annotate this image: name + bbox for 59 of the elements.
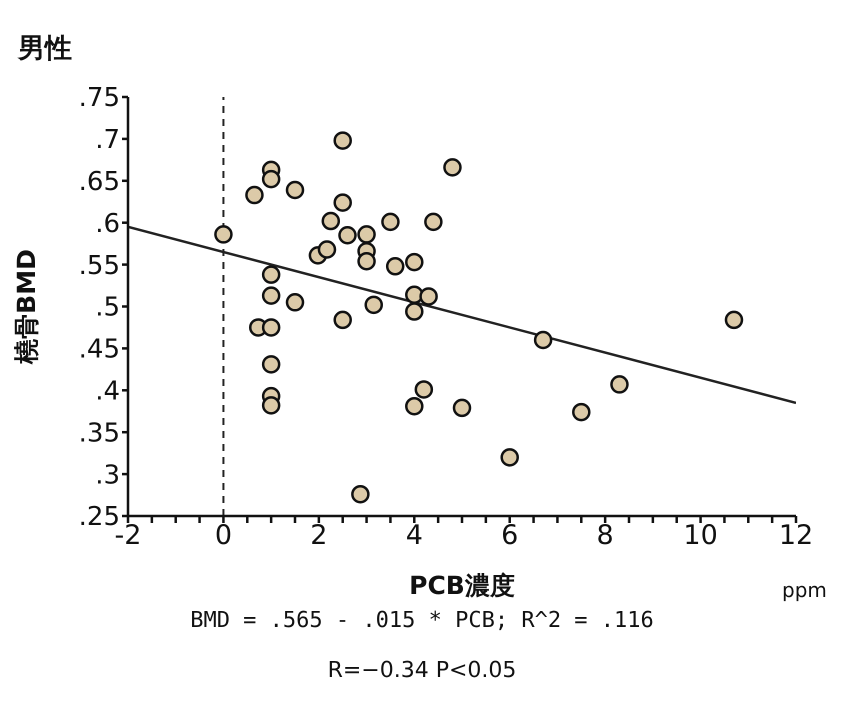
point [214, 225, 233, 244]
text: BMD = .565 - .015 * PCB; R^2 = .116 [189, 608, 655, 633]
x-tick-label: 10 [683, 520, 718, 552]
point [333, 310, 352, 330]
point [262, 355, 280, 374]
point [338, 226, 357, 245]
point [333, 193, 352, 212]
x-tick-label: 2 [310, 520, 328, 552]
point [351, 484, 370, 504]
x-axis-title: PCB濃度 [409, 571, 515, 600]
point [318, 240, 336, 259]
point [424, 212, 443, 232]
y-tick-label: .55 [78, 250, 120, 281]
y-tick-label: .45 [78, 334, 120, 365]
point [286, 180, 304, 200]
point [333, 131, 352, 150]
point [262, 318, 280, 337]
point [610, 375, 629, 394]
point [322, 212, 340, 230]
point [381, 212, 400, 232]
point [452, 398, 472, 418]
x-tick-label: 6 [501, 520, 518, 552]
point [724, 310, 744, 330]
point [357, 225, 376, 244]
y-tick-label: .6 [95, 208, 120, 239]
point [262, 170, 280, 188]
point [500, 448, 519, 467]
x-tick-label: 12 [778, 520, 814, 552]
x-tick-label: 4 [406, 520, 423, 552]
text: ppm [782, 578, 827, 602]
point [405, 396, 424, 416]
y-tick-label: .3 [95, 460, 120, 490]
point [262, 265, 280, 284]
y-tick-label: .65 [78, 167, 120, 198]
point [414, 380, 434, 399]
point [405, 252, 424, 272]
y-tick-label: .75 [78, 83, 120, 114]
point [286, 293, 304, 312]
chart-title: 男性 [18, 32, 72, 66]
y-tick-label: .35 [78, 418, 120, 448]
y-tick-label: .7 [95, 125, 120, 156]
y-tick-label: .25 [78, 502, 120, 532]
point [262, 286, 280, 305]
y-tick-label: .4 [95, 376, 120, 407]
y-axis-title: 橈骨BMD [12, 249, 41, 365]
point [386, 257, 404, 276]
y-tick-label: .5 [95, 292, 120, 323]
text: R=−0.34 P<0.05 [326, 658, 518, 683]
point [364, 296, 383, 314]
x-tick-label: 8 [596, 520, 614, 552]
point [245, 186, 264, 204]
point [405, 302, 424, 321]
x-tick-label: 0 [214, 520, 232, 552]
point [419, 287, 438, 306]
point [572, 402, 591, 422]
point [443, 158, 462, 177]
point [262, 396, 280, 415]
point [534, 330, 552, 350]
point [357, 252, 376, 270]
